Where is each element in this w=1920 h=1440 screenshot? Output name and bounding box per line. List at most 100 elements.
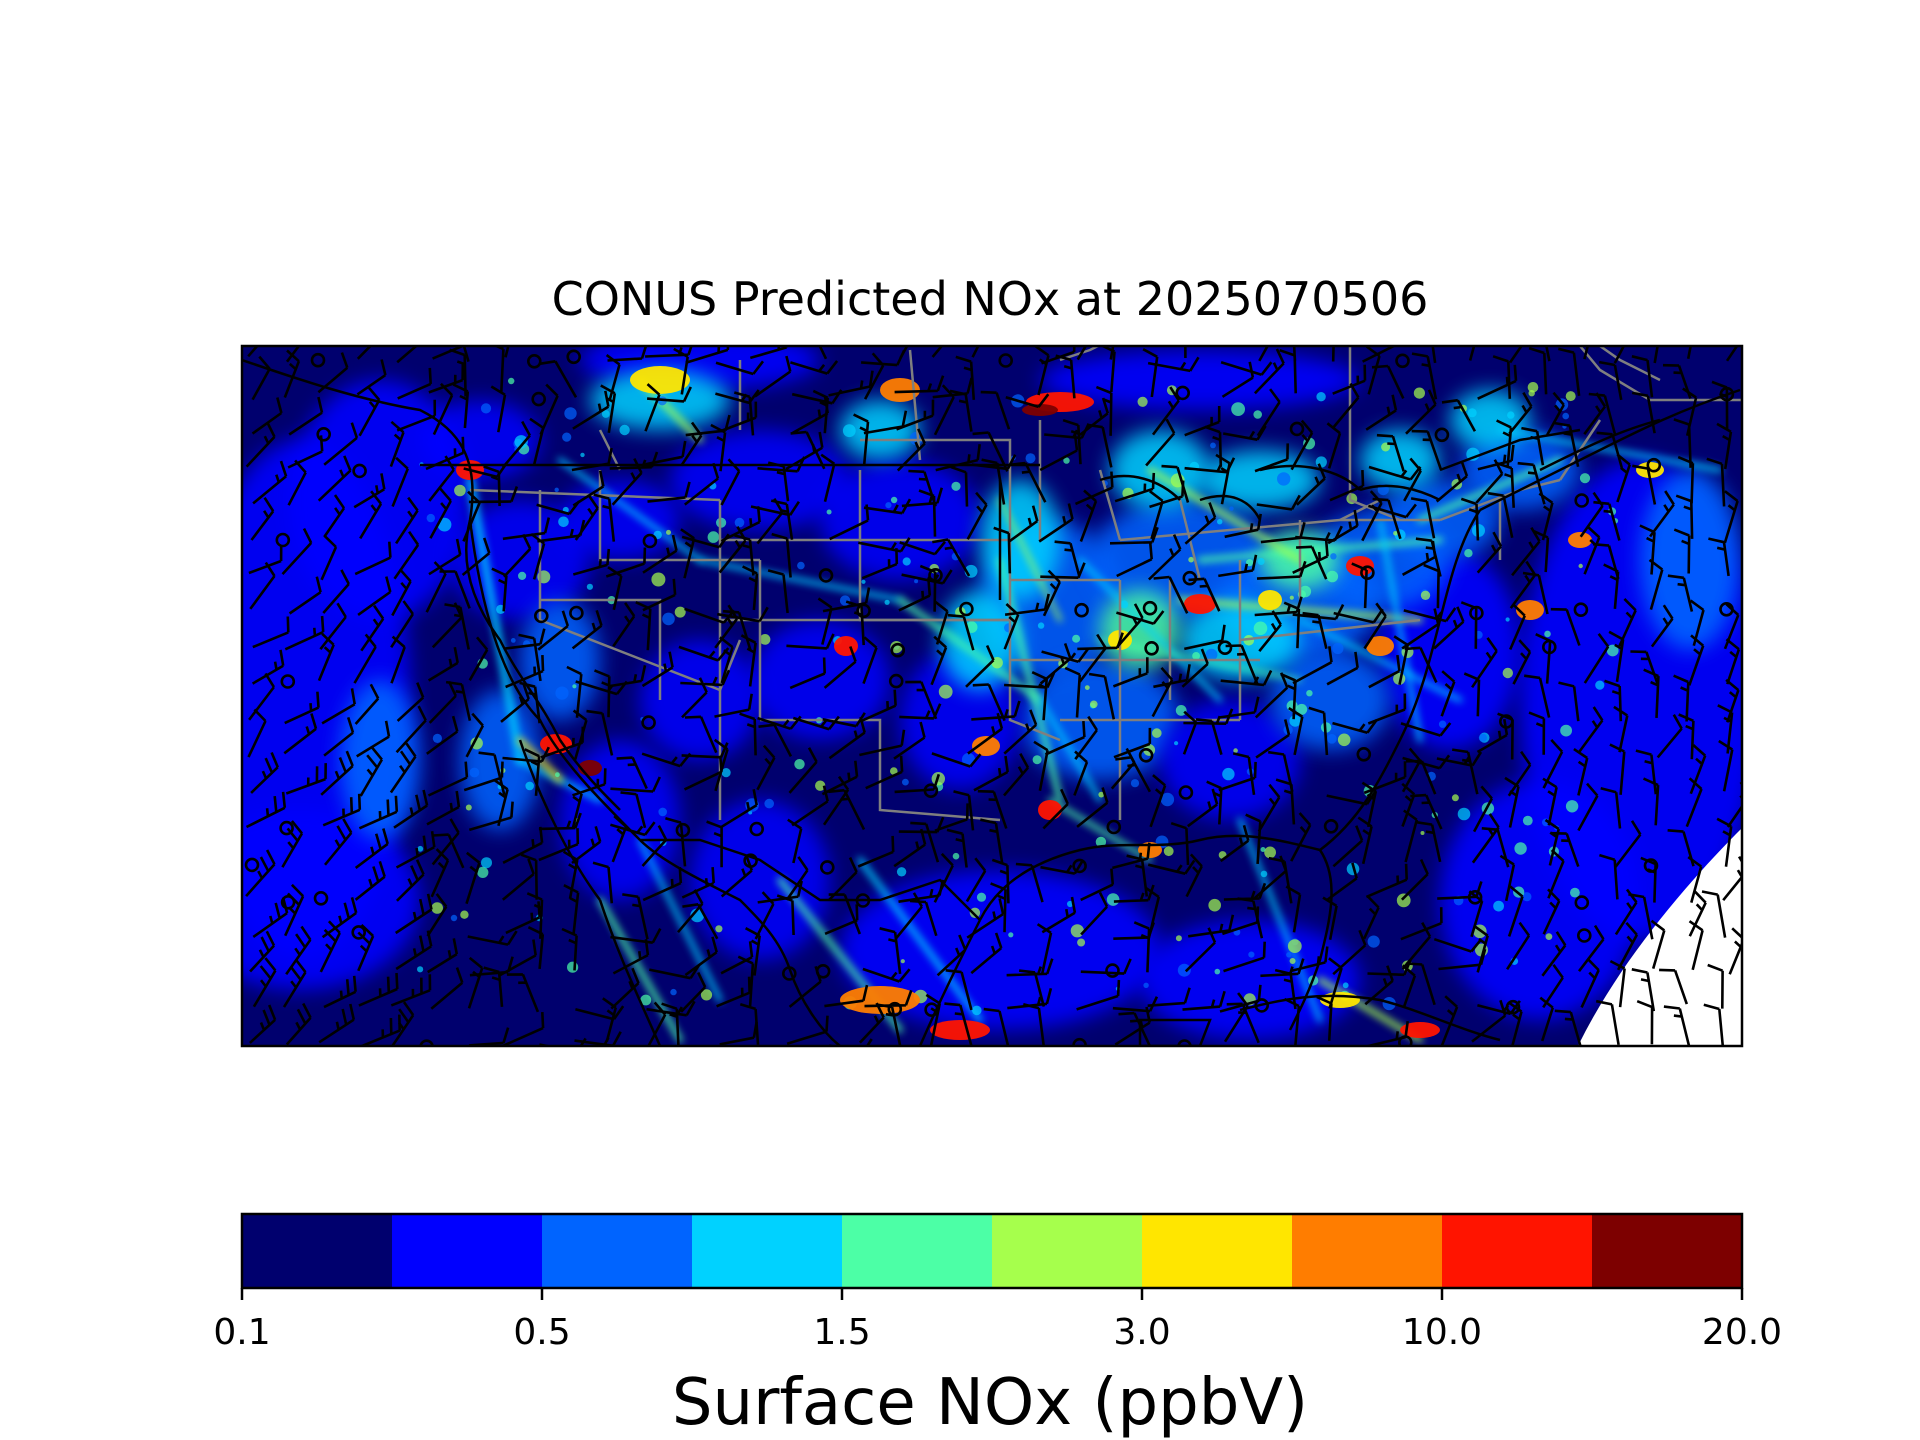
wind-barb [605, 547, 647, 578]
wind-barb [607, 566, 623, 611]
colorbar-bin [242, 1214, 393, 1288]
concentration-speckle [1457, 807, 1471, 821]
wind-barb [1288, 706, 1304, 756]
wind-barb [1577, 924, 1605, 972]
wind-barb [1435, 460, 1469, 503]
concentration-speckle [1330, 553, 1337, 560]
wind-barb [757, 880, 803, 904]
wind-barb [321, 688, 356, 725]
state-boundary [1599, 346, 1661, 382]
wind-barb [1114, 472, 1156, 503]
wind-barb [287, 435, 324, 469]
wind-barb [1218, 696, 1260, 719]
wind-barb [571, 610, 603, 650]
wind-barb [566, 665, 583, 718]
wind-barb [1708, 537, 1730, 577]
calm-wind-circle [1574, 895, 1590, 910]
wind-barb [245, 791, 287, 829]
concentration-patch [560, 480, 680, 560]
wind-barb [444, 603, 470, 650]
ocean-patch [1140, 920, 1360, 1040]
wind-barb [953, 790, 975, 831]
concentration-speckle [1098, 791, 1105, 798]
calm-wind-circle [279, 820, 294, 836]
colorbar-tick-label: 1.5 [813, 1312, 871, 1353]
wind-barb [567, 783, 583, 829]
wind-barb [742, 565, 759, 611]
wind-barb [430, 967, 464, 1010]
wind-barb [930, 635, 948, 686]
wind-barb [1185, 853, 1203, 898]
concentration-speckle [1565, 800, 1579, 813]
hotspot [1400, 1022, 1440, 1038]
wind-barb [1475, 459, 1504, 504]
wind-barb [317, 352, 349, 394]
colorbar-tick-label: 3.0 [1113, 1312, 1171, 1353]
wind-barb [1332, 825, 1364, 868]
wind-barb [426, 790, 461, 826]
calm-wind-circle [275, 532, 291, 548]
wind-barb [1650, 604, 1674, 648]
wind-barb [681, 677, 708, 719]
concentration-speckle [1205, 648, 1218, 661]
concentration-speckle [1316, 392, 1326, 402]
concentration-speckle [554, 487, 559, 492]
wind-barb [1631, 968, 1656, 1012]
wind-barb [1542, 888, 1561, 935]
wind-barb [818, 346, 828, 360]
wind-barb [1326, 651, 1359, 686]
concentration-speckle [700, 989, 713, 1001]
calm-wind-circle [1074, 602, 1089, 618]
wind-barb [1613, 346, 1626, 364]
concentration-speckle [1208, 898, 1221, 912]
concentration-speckle [1296, 703, 1308, 715]
wind-barb [1616, 921, 1639, 971]
wind-barb [1725, 678, 1740, 723]
wind-barb [990, 882, 1007, 933]
coastline [1099, 474, 1181, 501]
calm-wind-circle [1573, 602, 1589, 618]
wind-barb [250, 751, 279, 794]
wind-barb [248, 544, 283, 575]
wind-barb [1402, 754, 1451, 770]
wind-barb [966, 898, 1005, 939]
wind-barb [822, 775, 850, 826]
wind-barb [680, 528, 696, 579]
wind-barb [1685, 777, 1703, 828]
wind-barb [357, 576, 392, 616]
wind-barb [249, 561, 276, 610]
wind-barb [572, 768, 607, 797]
wind-barb [1008, 505, 1039, 543]
coastline [1259, 464, 1361, 491]
wind-barb [1550, 831, 1580, 868]
wind-barb [358, 972, 399, 1007]
colorbar-ticks [240, 1288, 1744, 1300]
wind-barb [788, 747, 818, 794]
wind-barb [863, 410, 908, 435]
wind-barb [1677, 455, 1695, 504]
colorbar-bin [992, 1214, 1143, 1288]
concentration-speckle [914, 579, 919, 584]
wind-barb [899, 540, 947, 556]
wind-barb [318, 1003, 356, 1044]
wind-barb [1496, 419, 1513, 467]
wind-barb [646, 1000, 696, 1017]
wind-barb [1296, 545, 1328, 580]
wind-barb [1725, 346, 1739, 362]
wind-barb [993, 526, 1012, 574]
calm-wind-circle [1574, 493, 1589, 508]
concentration-patch [1100, 590, 1180, 670]
wind-barb [430, 848, 450, 898]
wind-barb [518, 633, 542, 682]
concentration-speckle [1260, 870, 1268, 878]
hotspot [880, 378, 920, 402]
wind-barb [1055, 354, 1076, 399]
calm-wind-circle [352, 463, 367, 479]
wind-barb [967, 712, 1004, 755]
wind-barb [1577, 782, 1599, 832]
concentration-speckle [1070, 924, 1084, 938]
wind-barb [538, 812, 582, 831]
wind-barb [1258, 610, 1282, 653]
wind-barb [605, 354, 621, 400]
wind-barb [1220, 361, 1273, 377]
